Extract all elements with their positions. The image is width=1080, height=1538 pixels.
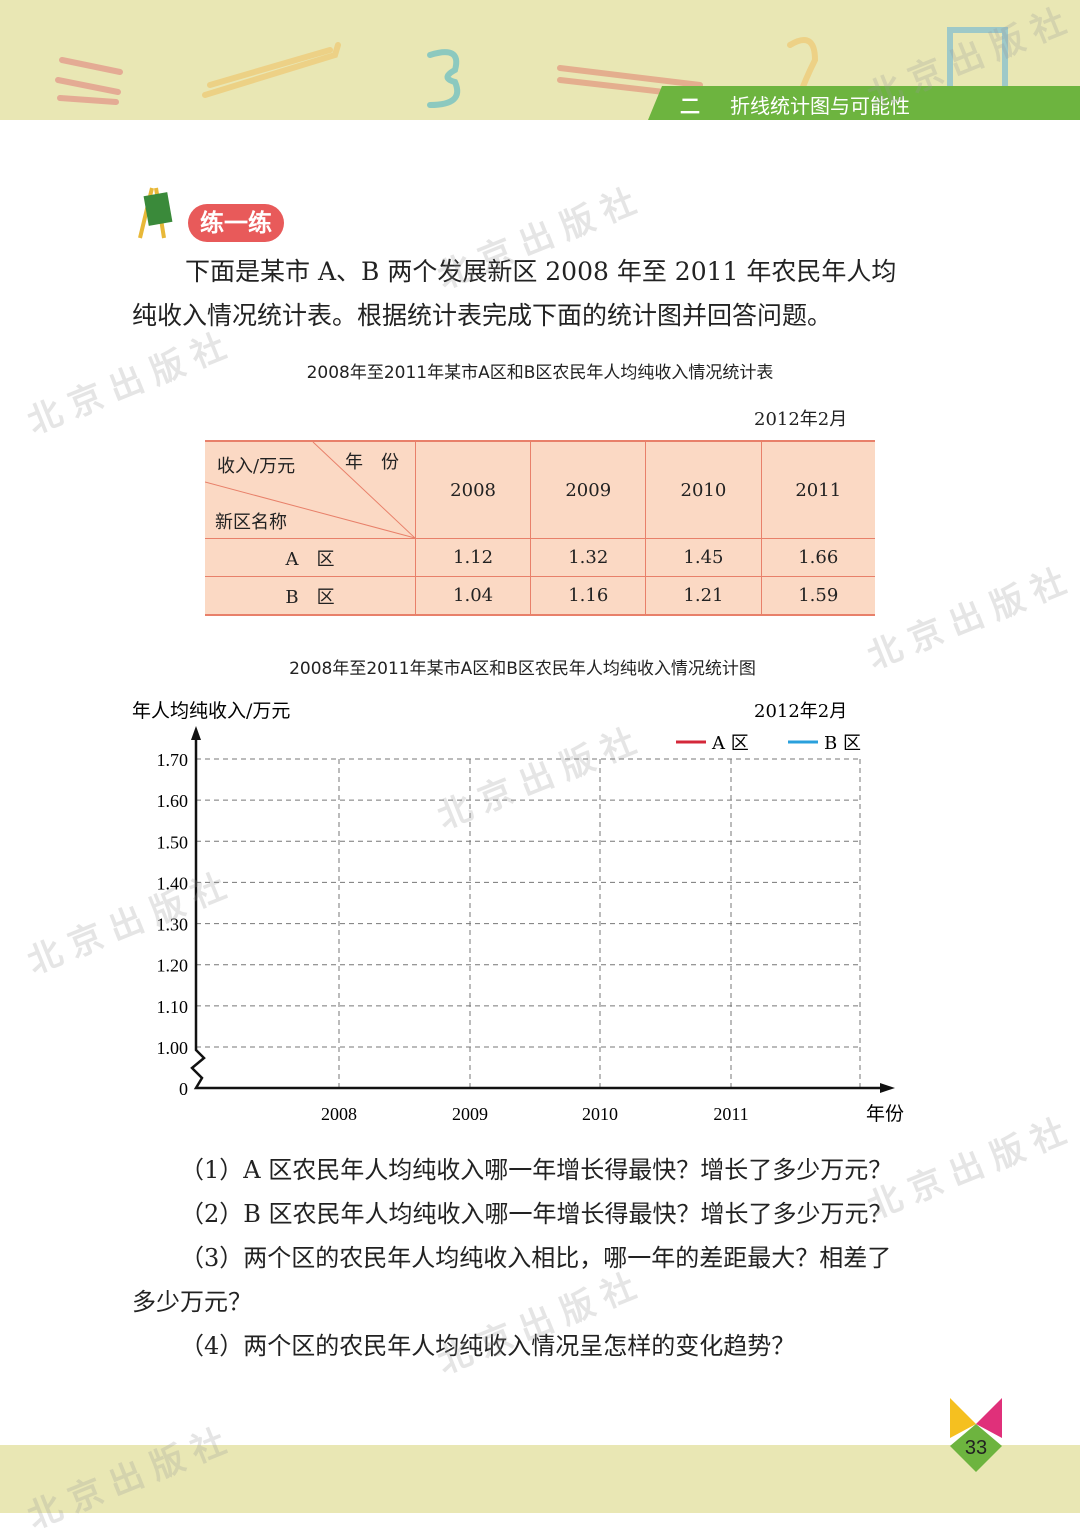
table-cell: 1.04 — [414, 576, 532, 616]
question-2: （2）B 区农民年人均纯收入哪一年增长得最快？增长了多少万元？ — [180, 1200, 893, 1228]
table-cell: 1.21 — [645, 576, 762, 616]
legend-label-b: B 区 — [824, 733, 861, 754]
y-tick-label: 0 — [179, 1079, 188, 1099]
x-tick-label: 2008 — [321, 1104, 357, 1124]
chapter-title: 折线统计图与可能性 — [730, 94, 910, 118]
chart-date: 2012年2月 — [754, 701, 847, 722]
y-tick-label: 1.60 — [157, 791, 189, 811]
table-cell: 1.45 — [645, 538, 762, 577]
year-header: 2011 — [760, 440, 875, 539]
question-4: 多少万元？ — [132, 1288, 252, 1316]
y-tick-label: 1.20 — [157, 956, 189, 976]
practice-badge: 练一练 — [188, 204, 284, 242]
x-tick-label: 2010 — [582, 1104, 618, 1124]
header-band — [0, 0, 1080, 120]
axes — [190, 735, 885, 1090]
y-tick-label: 1.70 — [157, 750, 189, 770]
income-table: 年 份 收入/万元 新区名称 2008 2009 2010 2011 A 区 1… — [205, 440, 875, 616]
x-axis-label: 年份 — [866, 1103, 904, 1125]
table-cell: 1.32 — [530, 538, 647, 577]
corner-income-label: 收入/万元 — [217, 456, 296, 477]
legend-label-a: A 区 — [711, 733, 749, 754]
x-tick-label: 2009 — [452, 1104, 488, 1124]
y-axis-label: 年人均纯收入/万元 — [132, 700, 290, 722]
line-chart: 0 1.00 1.10 1.20 1.30 1.40 1.50 1.60 1.70 2008 200… — [132, 700, 904, 1125]
x-axis-arrow — [880, 1083, 895, 1093]
question-3: （3）两个区的农民年人均纯收入相比，哪一年的差距最大？相差了 — [180, 1244, 892, 1272]
year-header: 2009 — [530, 440, 647, 539]
table-corner-cell: 年 份 收入/万元 新区名称 — [205, 440, 416, 539]
chapter-tab: 二 折线统计图与可能性 — [648, 86, 1080, 120]
y-tick-label: 1.30 — [157, 915, 189, 935]
table-cell: 1.16 — [530, 576, 647, 616]
table-row: B 区 1.04 1.16 1.21 1.59 — [205, 576, 875, 616]
corner-year-label: 年 份 — [345, 452, 399, 473]
y-tick-label: 1.50 — [157, 832, 189, 852]
chapter-number: 二 — [680, 94, 700, 118]
table-cell: 1.66 — [760, 538, 875, 577]
year-header: 2010 — [645, 440, 762, 539]
chart-title: 2008年至2011年某市A区和B区农民年人均纯收入情况统计图 — [289, 659, 756, 679]
y-tick-label: 1.00 — [157, 1038, 189, 1058]
table-row: A 区 1.12 1.32 1.45 1.66 — [205, 538, 875, 577]
chalkboard-easel-icon — [130, 180, 190, 244]
page-number-badge: 33 — [950, 1398, 1002, 1472]
footer-band — [0, 1445, 1080, 1513]
year-header: 2008 — [414, 440, 532, 539]
y-tick-label: 1.40 — [157, 873, 189, 893]
table-title: 2008年至2011年某市A区和B区农民年人均纯收入情况统计表 — [306, 363, 774, 383]
page-number: 33 — [965, 1437, 987, 1459]
district-name: A 区 — [205, 538, 416, 577]
corner-district-label: 新区名称 — [215, 512, 287, 533]
table-cell: 1.12 — [414, 538, 532, 577]
question-5: （4）两个区的农民年人均纯收入情况呈怎样的变化趋势？ — [180, 1332, 796, 1360]
table-date: 2012年2月 — [754, 409, 848, 430]
y-tick-label: 1.10 — [157, 997, 189, 1017]
y-axis-arrow — [191, 726, 201, 740]
district-name: B 区 — [205, 576, 416, 616]
intro-line-1: 下面是某市 A、B 两个发展新区 2008 年至 2011 年农民年人均 — [185, 257, 897, 286]
table-cell: 1.59 — [760, 576, 875, 616]
intro-line-2: 纯收入情况统计表。根据统计表完成下面的统计图并回答问题。 — [132, 301, 833, 330]
question-1: （1）A 区农民年人均纯收入哪一年增长得最快？增长了多少万元？ — [180, 1156, 893, 1184]
watermark: 北京出版社 — [431, 1262, 651, 1383]
x-tick-label: 2011 — [713, 1104, 748, 1124]
